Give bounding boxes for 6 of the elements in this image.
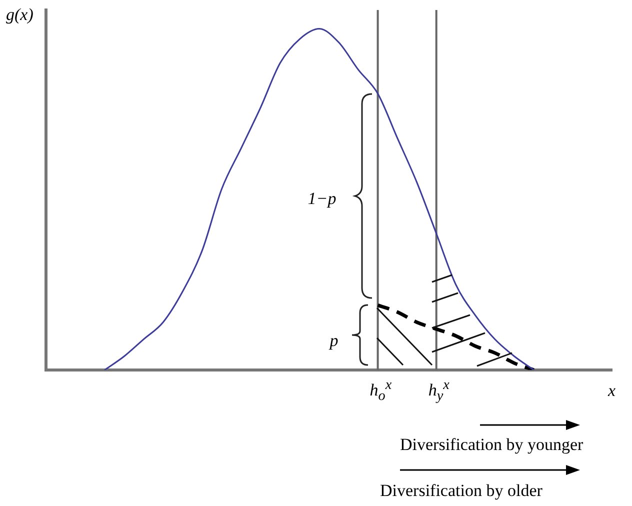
y-axis-title: g(x) — [6, 5, 34, 24]
text: Diversification by older — [380, 481, 542, 500]
text: Diversification by younger — [400, 435, 584, 454]
x-axis-title: x — [608, 381, 616, 400]
annotation: 1−p — [308, 189, 336, 208]
annotation: p — [330, 331, 338, 350]
